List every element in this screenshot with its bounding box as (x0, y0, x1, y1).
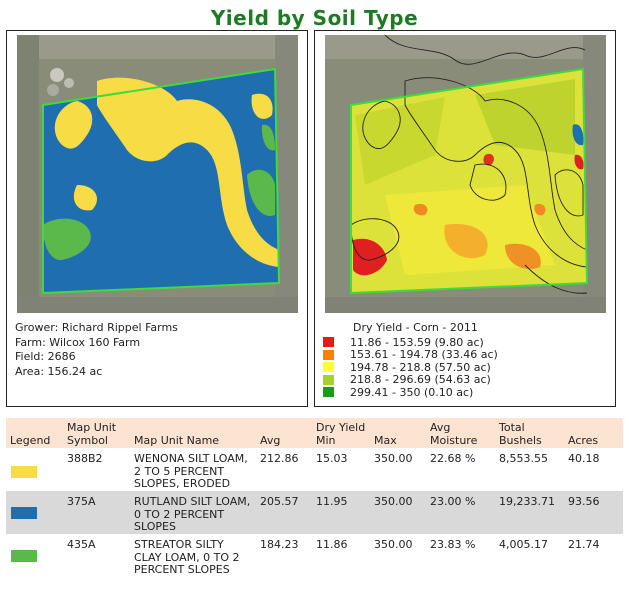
cell-max: 350.00 (374, 495, 413, 508)
legend-label: 11.86 - 153.59 (9.80 ac) (350, 335, 484, 349)
cell-acres: 93.56 (568, 495, 600, 508)
legend-label: 218.8 - 296.69 (54.63 ac) (350, 373, 491, 387)
legend-swatch (323, 362, 334, 373)
row-legend-swatch (11, 507, 37, 519)
yield-map-panel: Dry Yield - Corn - 2011 11.86 - 153.59 (… (314, 30, 616, 407)
cell-bushels: 4,005.17 (499, 538, 548, 551)
table-row: 375A RUTLAND SILT LOAM, 0 TO 2 PERCENT S… (6, 491, 623, 534)
cell-avg: 184.23 (260, 538, 299, 551)
cell-map-unit-name: WENONA SILT LOAM, 2 TO 5 PERCENT SLOPES,… (134, 452, 248, 490)
legend-label: 299.41 - 350 (0.10 ac) (350, 385, 474, 399)
cell-avg: 205.57 (260, 495, 299, 508)
soil-yield-table: Legend Map Unit Symbol Map Unit Name Dry… (6, 418, 623, 577)
legend-swatch (323, 374, 334, 385)
cell-max: 350.00 (374, 538, 413, 551)
table-row: 388B2 WENONA SILT LOAM, 2 TO 5 PERCENT S… (6, 448, 623, 491)
legend-label: 153.61 - 194.78 (33.46 ac) (350, 348, 498, 362)
header-dry-yield: Dry Yield (316, 421, 366, 434)
cell-moisture: 23.00 % (430, 495, 476, 508)
yield-legend-title: Dry Yield - Corn - 2011 (353, 321, 478, 334)
legend-swatch (323, 337, 334, 348)
legend-label: 194.78 - 218.8 (57.50 ac) (350, 360, 491, 374)
farm-info: Grower: Richard Rippel Farms Farm: Wilco… (15, 321, 178, 379)
header-avg-moisture-2: Moisture (430, 434, 478, 447)
header-map-unit-name: Map Unit Name (134, 434, 220, 447)
cell-min: 11.86 (316, 538, 348, 551)
table-row: 435A STREATOR SILTY CLAY LOAM, 0 TO 2 PE… (6, 534, 623, 577)
header-avg-moisture-1: Avg (430, 421, 451, 434)
header-min: Min (316, 434, 336, 447)
grower-text: Grower: Richard Rippel Farms (15, 321, 178, 334)
header-legend: Legend (10, 434, 51, 447)
soil-type-map[interactable] (17, 35, 298, 313)
cell-max: 350.00 (374, 452, 413, 465)
cell-min: 15.03 (316, 452, 348, 465)
yield-legend-item: 153.61 - 194.78 (33.46 ac) (323, 348, 498, 362)
yield-legend: 11.86 - 153.59 (9.80 ac) 153.61 - 194.78… (323, 336, 498, 399)
cell-bushels: 8,553.55 (499, 452, 548, 465)
row-legend-swatch (11, 466, 37, 478)
table-header: Legend Map Unit Symbol Map Unit Name Dry… (6, 418, 623, 448)
cell-moisture: 22.68 % (430, 452, 476, 465)
yield-legend-item: 194.78 - 218.8 (57.50 ac) (323, 361, 498, 374)
yield-legend-item: 11.86 - 153.59 (9.80 ac) (323, 336, 498, 349)
yield-legend-item: 299.41 - 350 (0.10 ac) (323, 386, 498, 399)
cell-symbol: 435A (67, 538, 96, 551)
header-max: Max (374, 434, 397, 447)
yield-legend-item: 218.8 - 296.69 (54.63 ac) (323, 373, 498, 387)
row-legend-swatch (11, 550, 37, 562)
cell-acres: 21.74 (568, 538, 600, 551)
page-title: Yield by Soil Type (210, 6, 419, 30)
cell-symbol: 388B2 (67, 452, 103, 465)
header-total-bushels-2: Bushels (499, 434, 542, 447)
header-acres: Acres (568, 434, 599, 447)
cell-avg: 212.86 (260, 452, 299, 465)
soil-map-panel: Grower: Richard Rippel Farms Farm: Wilco… (6, 30, 308, 407)
field-text: Field: 2686 (15, 350, 76, 363)
header-symbol: Symbol (67, 434, 108, 447)
cell-bushels: 19,233.71 (499, 495, 555, 508)
cell-map-unit-name: STREATOR SILTY CLAY LOAM, 0 TO 2 PERCENT… (134, 538, 240, 576)
cell-symbol: 375A (67, 495, 96, 508)
cell-min: 11.95 (316, 495, 348, 508)
header-avg: Avg (260, 434, 281, 447)
cell-map-unit-name: RUTLAND SILT LOAM, 0 TO 2 PERCENT SLOPES (134, 495, 251, 533)
cell-moisture: 23.83 % (430, 538, 476, 551)
area-text: Area: 156.24 ac (15, 364, 103, 378)
yield-map[interactable] (325, 35, 606, 313)
header-total-bushels-1: Total (499, 421, 525, 434)
legend-swatch (323, 387, 334, 398)
farm-text: Farm: Wilcox 160 Farm (15, 335, 141, 349)
cell-acres: 40.18 (568, 452, 600, 465)
legend-swatch (323, 349, 334, 360)
header-map-unit: Map Unit (67, 421, 117, 434)
